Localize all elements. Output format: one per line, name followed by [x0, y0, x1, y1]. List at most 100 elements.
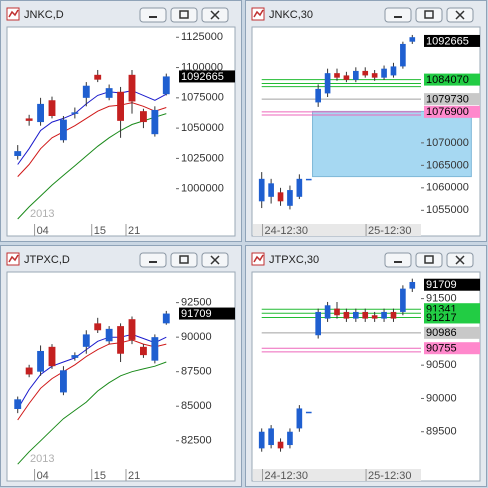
minimize-button[interactable]	[139, 252, 167, 268]
app-icon-glyph	[253, 254, 264, 263]
candle-body	[371, 315, 378, 319]
chart-window[interactable]: JTPXC,D 82500 85000 87500 90000 92500 91709 04 1…	[0, 245, 242, 487]
average-line	[17, 339, 167, 421]
y-tick-label: 1075000	[181, 92, 224, 104]
candle-body	[140, 111, 147, 123]
y-tick-label: 1050000	[181, 122, 224, 134]
price-tag	[424, 311, 480, 324]
candle-body	[381, 68, 387, 78]
price-tag-label: 1092665	[426, 35, 469, 47]
window-canvas: JNKC,30 1055000 1060000 1065000 1070000 10926…	[245, 0, 487, 242]
candle-body	[151, 337, 159, 361]
candle-body	[277, 441, 284, 449]
candle-body	[334, 73, 340, 78]
candle-body	[315, 311, 321, 336]
maximize-button[interactable]	[415, 252, 443, 268]
candle-body	[371, 73, 378, 78]
maximize-button[interactable]	[170, 252, 198, 268]
maximize-button[interactable]	[415, 7, 443, 23]
candle-body	[287, 431, 293, 446]
candle-body	[353, 311, 359, 319]
y-tick-label: 90500	[426, 359, 457, 371]
candle-body	[105, 328, 113, 342]
x-tick-label: 25-12:30	[368, 225, 411, 237]
candle-body	[48, 346, 56, 367]
chart-window[interactable]: JNKC,D 1000000 1025000 1050000 1075000 110000…	[0, 0, 242, 242]
maximize-glyph	[179, 10, 189, 19]
price-tag	[424, 278, 480, 291]
y-tick-label: 89500	[426, 426, 457, 438]
candle-body	[162, 313, 170, 324]
price-tag-label: 90986	[426, 327, 457, 339]
y-tick-label: 90000	[181, 331, 212, 343]
candle-body	[151, 109, 159, 135]
close-glyph	[210, 255, 220, 265]
x-tick-label: 21	[128, 225, 140, 237]
year-label: 2013	[30, 453, 54, 465]
minimize-button[interactable]	[384, 7, 412, 23]
y-tick-label: 82500	[181, 435, 212, 447]
price-tag-label: 1076900	[426, 106, 469, 118]
candle-body	[60, 119, 67, 141]
candle-body	[400, 288, 406, 312]
candle-body	[117, 91, 124, 121]
candle-body	[37, 103, 44, 123]
x-tick-label: 04	[37, 225, 49, 237]
y-tick-label: 1025000	[181, 152, 224, 164]
candle-body	[315, 88, 321, 103]
candle-body	[25, 367, 33, 375]
window-title: JNKC,30	[269, 9, 313, 21]
y-tick-label: 1060000	[426, 182, 469, 194]
candle-body	[94, 323, 102, 331]
chart-window[interactable]: JNKC,30 1055000 1060000 1065000 1070000 10926…	[245, 0, 487, 242]
close-glyph	[455, 10, 465, 20]
candle-body	[277, 192, 284, 202]
candle-body	[82, 85, 90, 98]
zone	[312, 110, 472, 178]
candle-body	[362, 70, 369, 76]
candle-body	[305, 411, 312, 414]
y-tick-label: 85000	[181, 400, 212, 412]
minimize-button[interactable]	[139, 7, 167, 23]
candle-body	[48, 100, 56, 117]
candle-body	[324, 73, 331, 94]
maximize-button[interactable]	[170, 7, 198, 23]
candle-body	[105, 88, 113, 98]
candle-body	[287, 190, 293, 206]
candle-body	[140, 346, 147, 356]
app-icon-glyph	[8, 9, 19, 18]
candle-body	[60, 370, 67, 393]
candle-body	[362, 311, 369, 319]
y-tick-label: 1125000	[181, 31, 223, 43]
candle-body	[258, 431, 265, 449]
maximize-glyph	[424, 255, 434, 264]
x-tick-label: 15	[94, 225, 106, 237]
candle-body	[390, 311, 397, 319]
candle-body	[14, 151, 22, 156]
candle-body	[400, 43, 406, 67]
x-tick-label: 25-12:30	[368, 470, 411, 482]
candle-body	[409, 281, 416, 289]
price-tag	[424, 105, 480, 118]
y-tick-label: 1000000	[181, 183, 224, 195]
minimize-button[interactable]	[384, 252, 412, 268]
candle-body	[94, 74, 102, 80]
year-label: 2013	[30, 208, 54, 220]
chart-window[interactable]: JTPXC,30 89500 90000 90500 91500 91709 91341 91…	[245, 245, 487, 487]
app-icon-glyph	[253, 9, 264, 18]
window-title: JTPXC,30	[269, 254, 319, 266]
candle-body	[162, 76, 170, 95]
window-title: JNKC,D	[24, 9, 64, 21]
price-tag-label: 91709	[181, 308, 212, 320]
average-line	[17, 102, 167, 177]
x-tick-label: 04	[37, 470, 49, 482]
close-glyph	[210, 10, 220, 20]
price-tag	[424, 93, 480, 106]
candle-body	[334, 308, 340, 316]
time-strip	[253, 469, 421, 481]
price-tag	[424, 326, 480, 339]
candle-body	[381, 311, 387, 319]
time-strip	[253, 224, 421, 236]
candle-body	[343, 75, 350, 80]
